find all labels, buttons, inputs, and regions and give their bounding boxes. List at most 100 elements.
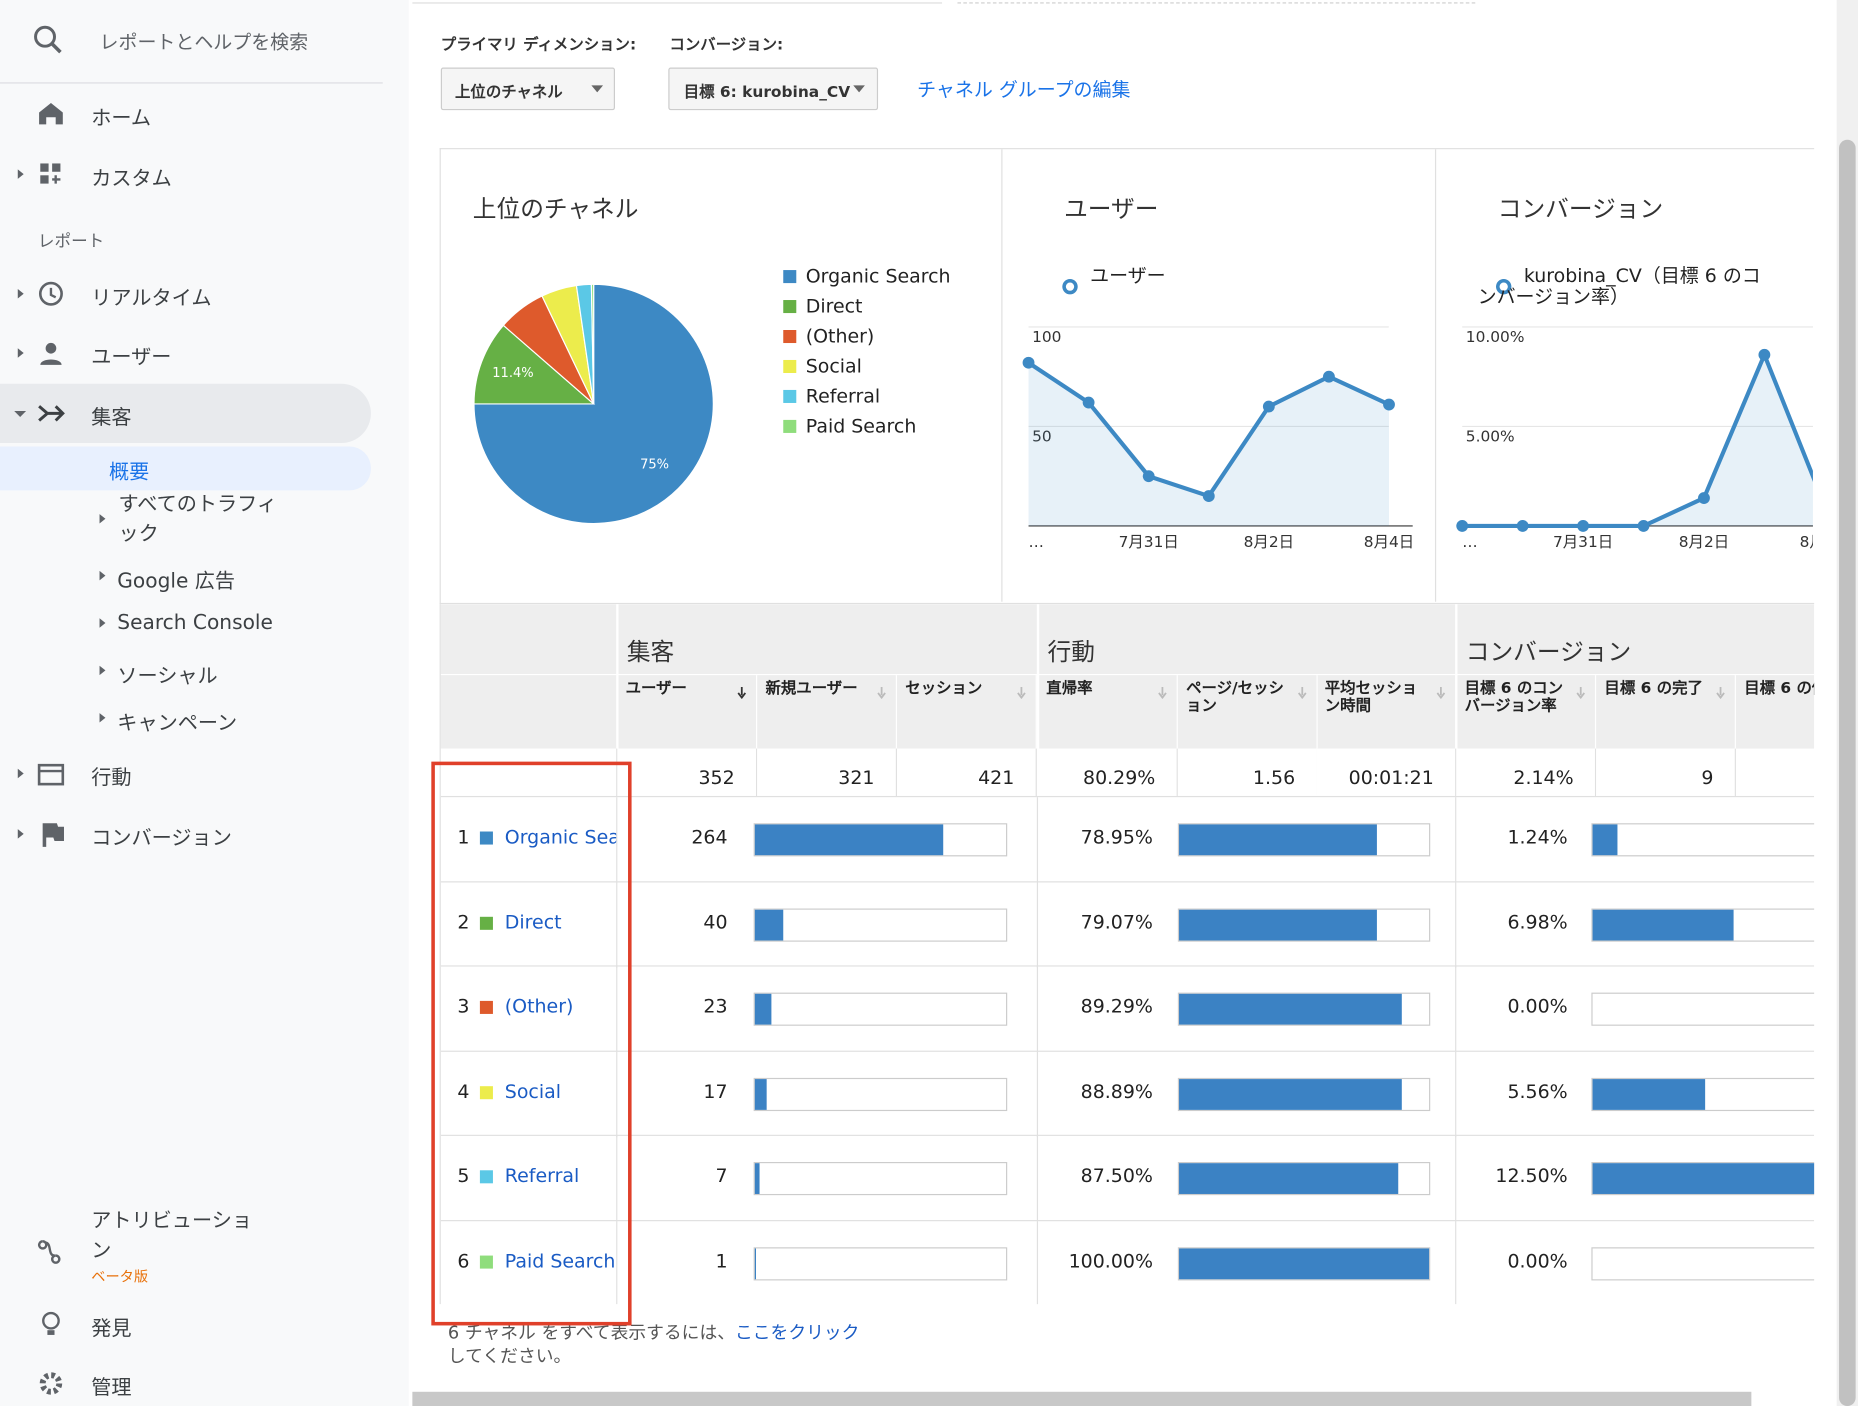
column-header-cell[interactable] [757,675,898,749]
legend-label: Paid Search [806,416,917,438]
chart-svg: 10.00% 5.00% … 7月31日 8月2日 8月4日 [1456,278,1813,551]
nav-item[interactable]: ホーム [91,106,152,131]
h-scrollbar[interactable] [412,1391,1752,1406]
legend-label: kurobina_CV（目標 6 のコンバージョン率） [1477,264,1761,308]
cell-divider [616,881,618,968]
nav-item[interactable]: ユーザー [91,345,172,370]
sub-nav-item[interactable]: 概要 [109,460,150,485]
channel-name[interactable]: (Other) [504,994,574,1018]
column-header[interactable]: セッション [905,679,983,698]
bar-track [1177,907,1431,942]
sort-arrow [1297,687,1307,699]
column-header-cell[interactable] [1456,675,1597,749]
sub-nav-item[interactable]: Google 広告 [117,569,236,594]
users-value: 1 [715,1249,728,1272]
sub-nav-item[interactable]: ソーシャル [117,664,218,689]
totals-cell: 1.56 [1177,748,1318,796]
nav-item[interactable]: 発見 [91,1317,132,1341]
nav-item[interactable]: 集客 [91,406,132,430]
column-header-cell[interactable] [1038,675,1178,749]
nav-item[interactable]: カスタム [91,167,172,191]
legend-label: Direct [806,296,863,318]
legend-label: Referral [806,386,880,408]
legend-swatch [783,330,797,344]
bar [1179,909,1377,940]
column-header-cell[interactable] [897,675,1037,749]
users-value: 7 [715,1164,728,1187]
channel-name[interactable]: Paid Search [504,1249,616,1272]
cell-divider [1455,1135,1457,1222]
column-header-cell[interactable] [1178,675,1318,749]
column-header[interactable]: 直帰率 [1046,679,1093,698]
column-header[interactable]: 目標 6 の完了 [1604,679,1703,698]
sub-nav-item[interactable]: Search Console [117,611,273,635]
column-header-cell[interactable] [1596,675,1736,749]
footer-text: してください。 [447,1345,572,1367]
legend-marker [1495,278,1512,295]
column-header[interactable]: 新規ユーザー [765,679,858,698]
channel-name[interactable]: Social [504,1079,561,1103]
section-label: レポート [37,232,105,252]
channel-name[interactable]: Organic Search [504,825,616,849]
y-tick-label: 10.00% [1466,328,1525,346]
sort-icon [1158,687,1167,699]
bar-track [1591,1161,1815,1196]
column-header[interactable]: 目標 6 の価値 [1744,679,1814,698]
bar [754,824,944,856]
channel-name[interactable]: Referral [504,1164,580,1187]
bounce-rate: 79.07% [1080,910,1153,933]
nav-item[interactable]: 管理 [91,1376,132,1401]
nav-item[interactable]: リアルタイム [91,286,212,311]
footer-line: 6 チャネル をすべて表示するには、ここをクリック [448,1320,860,1345]
x-tick-label: … [1029,533,1044,551]
control-label: コンバージョン: [669,36,784,55]
bar-track [1591,992,1815,1026]
footer-link[interactable]: ここをクリック [735,1321,860,1344]
point [1022,356,1035,369]
scroll-thumb[interactable] [1839,139,1856,1406]
sort-arrow [877,687,886,699]
sub-nav-item[interactable]: すべてのトラフィック [118,492,278,547]
dropdown[interactable]: 目標 6: kurobina_CV [668,67,879,111]
cell-divider [1036,966,1039,1052]
search-box[interactable]: レポートとヘルプを検索 [99,30,309,54]
totals-cell: 9 [1596,748,1736,796]
chart-title: コンバージョン [1497,194,1664,223]
column-header[interactable]: 目標 6 のコンバージョン率 [1464,679,1564,716]
sidebar [0,0,409,1406]
dropdown[interactable]: 上位のチャネル [440,67,615,111]
conversion-rate: 0.00% [1507,1249,1568,1272]
table-row: 3 (Other) 23 89.29% 0.00% [440,965,1815,1052]
sidebar-icons [0,25,383,1395]
column-header[interactable]: ページ/セッション [1186,679,1284,716]
nav-item[interactable]: コンバージョン [91,826,232,851]
point [1577,519,1590,532]
cell-divider [1036,881,1039,968]
bar-track [753,823,1008,857]
sort-arrow [1716,687,1725,699]
bar-track [753,1161,1008,1196]
edit-link[interactable]: チャネル グループの編集 [917,78,1131,101]
nav-item[interactable]: アトリビューション [91,1209,253,1263]
sub-nav-item[interactable]: キャンペーン [117,711,238,736]
column-header-cell[interactable] [1316,675,1457,749]
column-header[interactable]: 平均セッション時間 [1324,679,1418,716]
bar [1592,1078,1705,1110]
chart-svg: 100 50 … 7月31日 8月2日 8月4日 [1022,278,1414,551]
point [1262,400,1275,413]
rank: 2 [457,910,470,933]
channel-name[interactable]: Direct [504,910,562,933]
users-value: 264 [691,825,728,849]
sort-icon [1297,687,1307,699]
table-row: 5 Referral 7 87.50% 12.50% [440,1134,1815,1222]
column-header[interactable]: ユーザー [625,679,687,698]
pie-slice [590,283,595,404]
x-tick-label: 7月31日 [1553,533,1613,551]
header-divider [440,673,1815,676]
rank: 6 [457,1249,470,1272]
column-header-cell[interactable] [617,675,758,749]
y-tick-label: 5.00% [1466,428,1515,446]
nav-item[interactable]: 行動 [91,766,132,791]
point [1082,396,1095,409]
